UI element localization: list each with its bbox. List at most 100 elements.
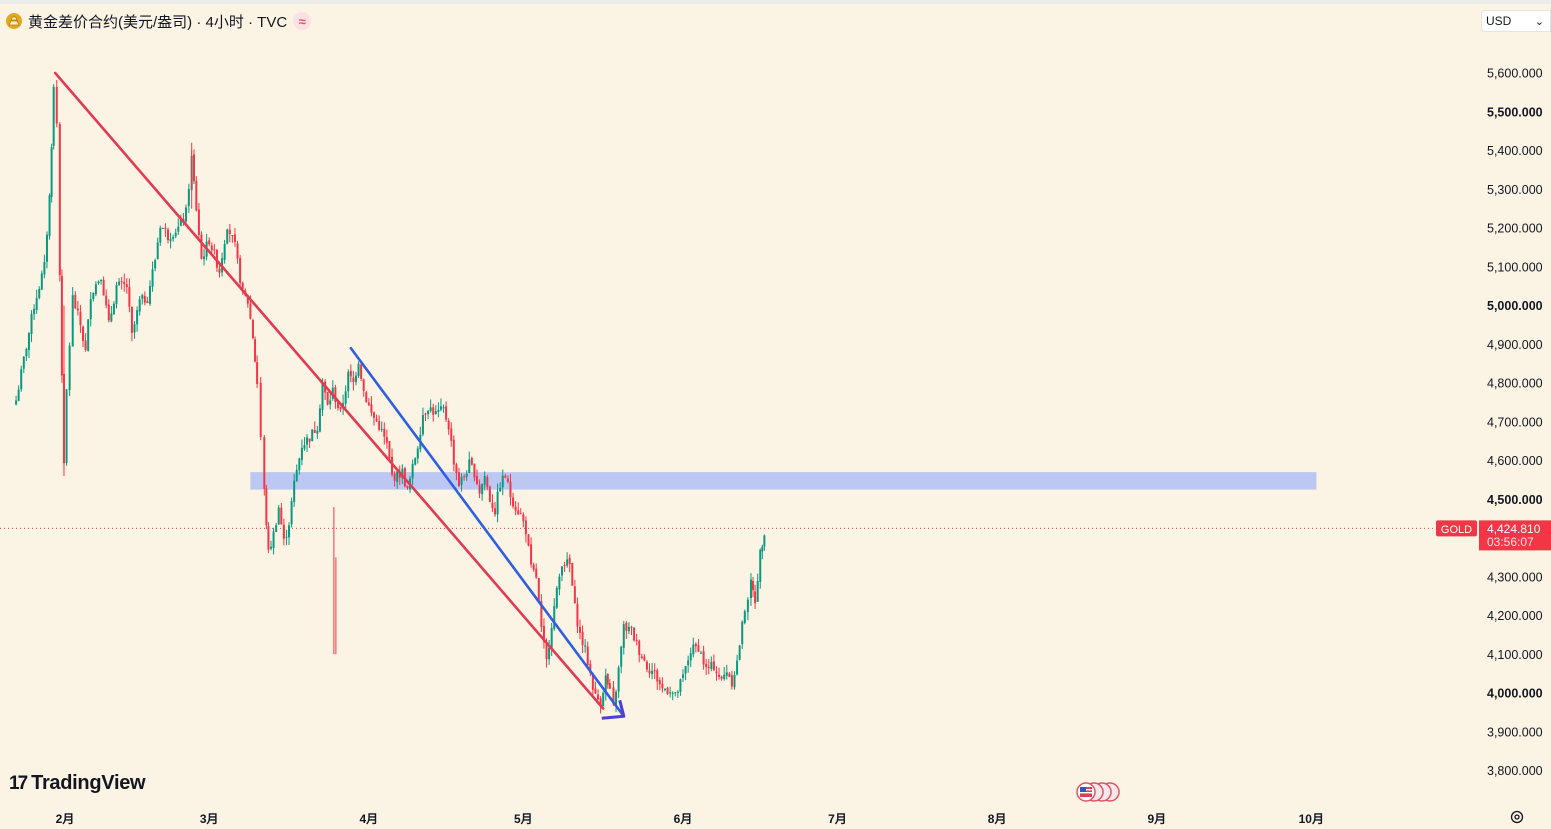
candle-body (450, 428, 453, 441)
candle-body (280, 507, 283, 525)
candle-body (434, 411, 437, 414)
candle-body (357, 363, 360, 376)
candle-body (146, 301, 149, 303)
candle-body (378, 420, 381, 430)
candle-body (527, 534, 530, 546)
candle-body (501, 475, 504, 488)
x-tick-label: 5月 (514, 812, 533, 826)
chevron-down-icon: ⌄ (1534, 15, 1544, 28)
candle-body (661, 683, 664, 689)
candle-body (576, 604, 579, 627)
y-tick-label: 5,400.000 (1487, 144, 1543, 158)
candle-body (429, 407, 432, 412)
candle-body (200, 234, 203, 259)
candle-body (231, 235, 234, 237)
price-tag-bg (1479, 520, 1551, 551)
candle-body (306, 437, 309, 445)
currency-select[interactable]: USD ⌄ (1481, 10, 1551, 32)
candle-body (679, 679, 682, 692)
candle-body (290, 501, 293, 525)
candle-body (627, 626, 630, 632)
y-tick-label: 4,300.000 (1487, 570, 1543, 584)
candle-body (370, 404, 373, 413)
candle-body (208, 240, 211, 245)
settings-gear-icon[interactable] (1509, 809, 1525, 825)
symbol-header[interactable]: 黄金差价合约(美元/盎司) · 4小时 · TVC ≈ (6, 10, 312, 32)
compare-icon[interactable]: ≈ (293, 12, 312, 30)
candle-body (285, 536, 288, 538)
candle-body (311, 429, 314, 442)
candle-body (427, 410, 430, 415)
candle-body (360, 364, 363, 379)
y-tick-label: 4,200.000 (1487, 609, 1543, 623)
candle-body (256, 362, 259, 384)
candle-body (148, 286, 151, 304)
candle-body (452, 439, 455, 465)
candle-body (741, 621, 744, 645)
candle-body (141, 295, 144, 299)
candle-body (295, 469, 298, 482)
candle-body (71, 295, 74, 347)
candle-body (730, 675, 733, 687)
candle-body (499, 487, 502, 492)
candle-body (710, 661, 713, 669)
candle-body (130, 306, 133, 333)
candle-body (602, 692, 605, 707)
candle-body (630, 626, 633, 628)
candle-body (398, 472, 401, 479)
x-tick-label: 7月 (828, 812, 847, 826)
y-tick-label: 4,000.000 (1487, 687, 1543, 701)
y-tick-label: 3,900.000 (1487, 725, 1543, 739)
candle-body (52, 86, 55, 146)
candle-body (460, 476, 463, 485)
candle-body (35, 298, 38, 310)
candle-body (177, 226, 180, 232)
candle-body (265, 488, 268, 526)
symbol-title[interactable]: 黄金差价合约(美元/盎司) · 4小时 · TVC (28, 13, 288, 31)
tradingview-logo[interactable]: 17 TradingView (9, 772, 146, 795)
candle-body (411, 463, 414, 479)
y-tick-label: 5,600.000 (1487, 67, 1543, 81)
candle-body (594, 688, 597, 694)
candle-body (161, 227, 164, 229)
candle-body (589, 663, 592, 674)
candle-body (373, 412, 375, 418)
economic-events-icon[interactable] (1074, 780, 1124, 804)
candle-body (193, 154, 196, 182)
candle-body (55, 87, 58, 124)
candle-body (254, 339, 257, 362)
candle-body (154, 260, 157, 269)
candle-body (115, 285, 118, 304)
candle-body (481, 483, 484, 495)
resistance-zone (250, 472, 1317, 490)
candle-body (558, 576, 561, 590)
candle-body (79, 311, 82, 326)
candle-body (187, 189, 190, 207)
candle-body (442, 407, 445, 409)
x-tick-label: 4月 (360, 812, 379, 826)
candle-body (326, 391, 329, 405)
candle-body (555, 587, 558, 608)
candle-body (635, 639, 638, 641)
y-tick-label: 3,800.000 (1487, 764, 1543, 778)
candle-body (656, 670, 659, 682)
candle-body (17, 389, 20, 401)
candle-body (298, 458, 301, 471)
candle-body (210, 245, 213, 251)
candle-body (763, 535, 766, 547)
candle-body (383, 428, 386, 437)
candle-body (723, 674, 726, 680)
candle-body (666, 687, 669, 694)
candle-body (293, 480, 296, 503)
candle-body (236, 243, 239, 259)
tradingview-logo-text: TradingView (31, 772, 146, 794)
candle-body (136, 310, 139, 325)
candle-body (468, 459, 471, 474)
candle-body (272, 531, 275, 549)
candle-body (241, 282, 244, 290)
candle-body (50, 147, 53, 197)
candle-body (277, 507, 280, 525)
candle-body (692, 644, 695, 655)
candle-body (270, 546, 272, 549)
